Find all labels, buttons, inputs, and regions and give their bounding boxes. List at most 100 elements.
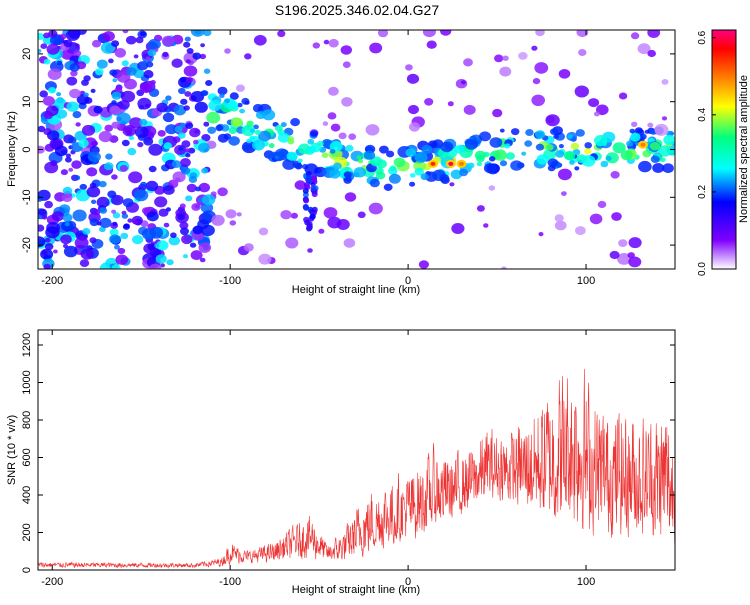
spectrogram-cell bbox=[38, 48, 42, 53]
spectrogram-cell bbox=[205, 80, 213, 86]
spectrogram-cell bbox=[165, 95, 172, 101]
spectrogram-cell bbox=[122, 198, 134, 208]
spectrogram-cell bbox=[122, 125, 137, 137]
spectrogram-cell bbox=[122, 223, 130, 230]
spectrogram-cell bbox=[647, 30, 661, 38]
spectrogram-cell bbox=[116, 112, 131, 125]
spectrogram-cell bbox=[426, 40, 437, 49]
spectrogram-cell bbox=[310, 130, 319, 137]
spectrogram-cell bbox=[383, 183, 393, 191]
spectrogram-cell bbox=[194, 30, 202, 35]
spectrogram-cell bbox=[160, 263, 166, 268]
spectrogram-cell bbox=[307, 248, 313, 253]
spectrogram-cell bbox=[63, 245, 78, 258]
spectrogram-hotspot bbox=[640, 142, 646, 147]
spectrogram-cell bbox=[545, 114, 560, 127]
spectrogram-cell bbox=[574, 166, 580, 171]
spectrogram-hotspot bbox=[448, 161, 454, 166]
spectrogram-cell bbox=[505, 152, 515, 160]
spectrogram-cell bbox=[576, 30, 589, 38]
spectrogram-cell bbox=[183, 65, 198, 77]
spectrogram-cell bbox=[561, 191, 567, 197]
spectrogram-cell bbox=[99, 217, 112, 228]
spectrogram-cell bbox=[357, 211, 366, 219]
spectrogram-cell bbox=[414, 167, 424, 176]
spectrogram-cell bbox=[198, 182, 210, 193]
spectrogram-cell bbox=[597, 200, 607, 209]
spectrogram-cell bbox=[64, 222, 70, 227]
spectrogram-cell bbox=[459, 168, 468, 177]
spectrogram-cell bbox=[109, 69, 118, 76]
spectrogram-cell bbox=[194, 101, 208, 113]
spectrogram-cell bbox=[564, 150, 576, 161]
spectrogram-cell bbox=[111, 100, 117, 105]
spectrogram-cell bbox=[114, 244, 120, 250]
spectrogram-cell bbox=[109, 228, 119, 237]
spectrogram-cell bbox=[162, 51, 169, 58]
spectrogram-cell bbox=[50, 160, 58, 167]
spectrogram-cell bbox=[99, 207, 108, 214]
snr-x-tick-label: -200 bbox=[41, 576, 63, 588]
snr-x-tick-label: -100 bbox=[219, 576, 241, 588]
spectrogram-cell bbox=[79, 183, 88, 191]
spectrogram-cell bbox=[609, 250, 620, 260]
spectrogram-cell bbox=[198, 142, 210, 153]
spectrogram-cell bbox=[553, 134, 559, 140]
spectrogram-cell bbox=[38, 224, 45, 232]
spectrogram-cell bbox=[111, 174, 118, 180]
spectrogram-cell bbox=[236, 212, 242, 217]
spectrogram-cell bbox=[81, 124, 96, 136]
spectrogram-y-tick-label: -10 bbox=[21, 189, 33, 205]
spectrogram-cell bbox=[605, 155, 612, 161]
spectrogram-cell bbox=[96, 59, 108, 69]
spectrogram-cell bbox=[629, 132, 641, 142]
spectrogram-x-tick-label: -100 bbox=[219, 275, 241, 287]
spectrogram-cell bbox=[282, 158, 296, 170]
spectrogram-cell bbox=[534, 62, 549, 74]
spectrogram-cell bbox=[525, 129, 534, 136]
spectrogram-cell bbox=[628, 237, 642, 249]
spectrogram-cell bbox=[89, 182, 97, 189]
spectrogram-cell bbox=[183, 41, 191, 48]
spectrogram-cell bbox=[158, 208, 169, 217]
colorbar-label: Normalized spectral amplitude bbox=[738, 75, 750, 223]
spectrogram-cell bbox=[447, 101, 454, 107]
spectrogram-cell bbox=[408, 122, 421, 132]
spectrogram-cell bbox=[463, 58, 473, 67]
spectrogram-cell bbox=[594, 135, 608, 147]
spectrogram-cell bbox=[70, 70, 78, 77]
spectrogram-cell bbox=[217, 133, 229, 143]
spectrogram-cell bbox=[132, 235, 144, 245]
spectrogram-cell bbox=[54, 145, 68, 157]
spectrogram-cell bbox=[502, 55, 509, 61]
spectrogram-cell bbox=[463, 104, 476, 115]
spectrogram-cell bbox=[156, 240, 169, 251]
spectrogram-cell bbox=[185, 153, 191, 158]
spectrogram-cell bbox=[74, 43, 80, 48]
snr-y-tick-label: 1200 bbox=[21, 333, 33, 357]
spectrogram-cell bbox=[119, 165, 128, 172]
spectrogram-cell bbox=[163, 142, 172, 150]
spectrogram-cell bbox=[570, 142, 580, 150]
spectrogram-cell bbox=[290, 118, 300, 127]
spectrogram-cell bbox=[531, 94, 545, 107]
spectrogram-cell bbox=[120, 232, 129, 240]
spectrogram-cell bbox=[253, 35, 267, 46]
spectrogram-cell bbox=[147, 38, 161, 50]
spectrogram-cell bbox=[511, 128, 520, 136]
spectrogram-cell bbox=[253, 124, 259, 130]
spectrogram-cell bbox=[421, 144, 433, 154]
spectrogram-cell bbox=[302, 187, 309, 194]
spectrogram-cell bbox=[460, 80, 466, 85]
spectrogram-cell bbox=[43, 263, 51, 269]
spectrogram-cell bbox=[179, 221, 189, 230]
spectrogram-cell bbox=[203, 68, 211, 74]
spectrogram-cell bbox=[172, 136, 181, 143]
spectrogram-cell bbox=[405, 148, 417, 158]
spectrogram-cell bbox=[83, 92, 89, 98]
spectrogram-cell bbox=[189, 127, 201, 138]
spectrogram-cell bbox=[451, 223, 465, 234]
spectrogram-cell bbox=[74, 237, 89, 249]
spectrogram-cell bbox=[91, 199, 97, 204]
spectrogram-cell bbox=[46, 43, 60, 55]
